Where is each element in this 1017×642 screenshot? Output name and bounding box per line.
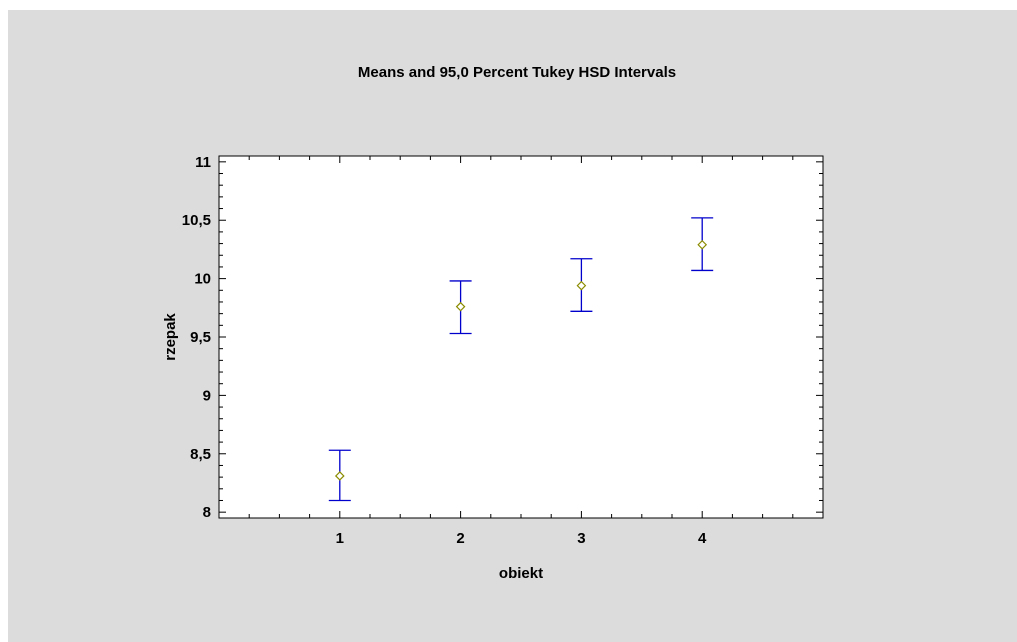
y-tick-label: 9	[203, 387, 211, 404]
interval-3	[570, 258, 593, 312]
chart-svg: Means and 95,0 Percent Tukey HSD Interva…	[162, 64, 824, 582]
x-tick-label: 1	[336, 530, 344, 547]
chart-panel: Means and 95,0 Percent Tukey HSD Interva…	[8, 10, 1017, 642]
x-axis-label: obiekt	[499, 565, 543, 582]
y-tick-label: 8,5	[190, 446, 211, 463]
mean-marker	[576, 280, 587, 291]
chart-title: Means and 95,0 Percent Tukey HSD Interva…	[358, 64, 676, 81]
interval-1	[328, 449, 351, 502]
y-axis-label: rzepak	[162, 313, 179, 361]
mean-marker	[334, 471, 345, 481]
plot-area	[218, 155, 824, 519]
x-tick-label: 4	[698, 530, 707, 547]
mean-marker	[697, 239, 708, 250]
y-tick-label: 10,5	[182, 212, 211, 229]
y-tick-label: 10	[194, 271, 211, 288]
y-axis: 8 8,5 9 9,5 10 10,5 11	[182, 154, 823, 521]
interval-series	[328, 217, 714, 502]
interval-4	[691, 217, 714, 272]
y-tick-label: 8	[203, 504, 211, 521]
y-tick-label: 9,5	[190, 329, 211, 346]
mean-marker	[455, 301, 466, 312]
y-tick-label: 11	[195, 154, 211, 171]
x-tick-label: 2	[456, 530, 464, 547]
x-tick-label: 3	[577, 530, 585, 547]
x-axis: 1 2 3 4	[248, 156, 794, 547]
interval-2	[449, 280, 472, 335]
